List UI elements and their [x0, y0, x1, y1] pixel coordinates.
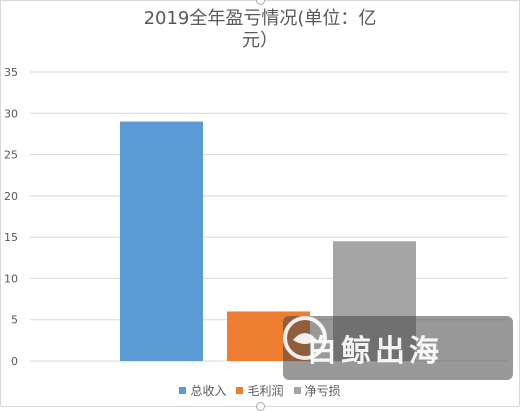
legend: 总收入 毛利润 净亏损	[0, 382, 520, 399]
y-tick-label: 0	[11, 355, 18, 368]
legend-swatch	[293, 387, 301, 394]
legend-item-1: 总收入	[179, 382, 226, 399]
legend-label: 总收入	[190, 384, 227, 398]
y-tick-label: 35	[4, 66, 18, 79]
legend-swatch	[179, 387, 187, 394]
watermark-text: 白鲸出海	[307, 334, 443, 369]
chart-title-line-2: 元）	[242, 30, 278, 51]
whale-logo-icon	[283, 316, 327, 360]
y-tick-label: 30	[4, 107, 18, 120]
y-tick-label: 10	[4, 272, 18, 285]
y-tick-label: 25	[4, 149, 18, 162]
chart-title-line-1: 2019全年盈亏情况(单位：亿	[143, 8, 377, 29]
watermark: 白鲸出海	[283, 316, 513, 380]
y-tick-label: 5	[11, 314, 18, 327]
y-tick-label: 20	[4, 190, 18, 203]
y-tick-label: 15	[4, 231, 18, 244]
bar-1	[120, 121, 203, 362]
legend-label: 毛利润	[247, 384, 284, 398]
legend-item-2: 毛利润	[236, 382, 284, 399]
legend-item-3: 净亏损	[293, 382, 341, 399]
top-resize-handle[interactable]	[256, 0, 265, 5]
chart-title: 2019全年盈亏情况(单位：亿 元）	[110, 8, 410, 52]
legend-label: 净亏损	[304, 384, 341, 398]
legend-swatch	[236, 387, 244, 394]
